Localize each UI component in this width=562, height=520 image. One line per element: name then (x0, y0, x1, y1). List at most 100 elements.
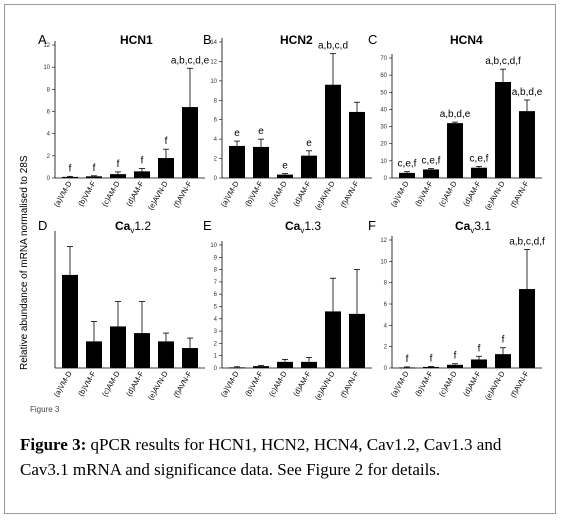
y-tick-label: 10 (43, 65, 50, 71)
category-label: (b)VM-F (76, 369, 98, 398)
y-tick-label: 14 (210, 40, 217, 46)
category-label: (d)AM-F (124, 179, 146, 208)
significance-label: a,b,c,d,f (485, 56, 521, 67)
panel-title: HCN4 (450, 33, 483, 47)
panel-title: Cav1.2 (115, 219, 151, 235)
y-tick-label: 6 (214, 292, 218, 298)
caption-label: Figure 3: (20, 435, 87, 454)
y-tick-label: 6 (47, 110, 51, 116)
bar (277, 361, 293, 368)
y-tick-label: 12 (210, 59, 217, 65)
significance-label: a,b,c,d,e (171, 55, 210, 66)
y-tick-label: 8 (214, 268, 218, 274)
y-axis-label: Relative abundance of mRNA normalised to… (19, 155, 30, 370)
y-tick-label: 50 (380, 90, 387, 96)
y-tick-label: 8 (47, 87, 51, 93)
category-label: (b)VM-F (243, 179, 265, 208)
category-label: (c)AM-D (267, 179, 289, 208)
bar (399, 172, 415, 178)
significance-label: c,e,f (398, 159, 417, 170)
significance-label: f (141, 156, 144, 167)
y-tick-label: 30 (380, 125, 387, 131)
y-tick-label: 10 (210, 79, 217, 85)
panel-letter: F (368, 218, 376, 233)
y-tick-label: 4 (47, 132, 51, 138)
category-label: (f)AVN-F (508, 179, 531, 209)
y-tick-label: 3 (214, 329, 218, 335)
y-tick-label: 7 (214, 280, 218, 286)
bar (423, 366, 439, 368)
panel-title: HCN2 (280, 33, 313, 47)
bar (110, 174, 126, 178)
significance-label: e (282, 161, 288, 172)
category-label: (c)AM-D (100, 179, 122, 208)
category-label: (d)AM-F (461, 369, 483, 398)
y-tick-label: 2 (214, 341, 218, 347)
category-label: (e)AVN-D (483, 369, 507, 402)
bar (134, 333, 150, 368)
bar (277, 174, 293, 178)
y-tick-label: 4 (214, 317, 218, 323)
bar (447, 123, 463, 178)
y-tick-label: 40 (380, 107, 387, 113)
y-tick-label: 4 (384, 323, 388, 329)
y-tick-label: 5 (214, 305, 218, 311)
category-label: (d)AM-F (291, 369, 313, 398)
significance-label: e (234, 128, 240, 139)
significance-label: e (258, 126, 264, 137)
figure-frame (4, 4, 556, 514)
bar (495, 82, 511, 178)
category-label: (b)VM-F (243, 369, 265, 398)
category-label: (b)VM-F (413, 369, 435, 398)
y-tick-label: 0 (47, 176, 51, 182)
bar (158, 158, 174, 178)
category-label: (b)VM-F (76, 179, 98, 208)
bar (62, 176, 78, 178)
y-tick-label: 6 (384, 302, 388, 308)
bar (86, 176, 102, 178)
y-tick-label: 2 (47, 154, 51, 160)
bar (519, 111, 535, 178)
significance-label: f (406, 354, 409, 365)
significance-label: f (478, 343, 481, 354)
bar (423, 169, 439, 178)
bar (182, 107, 198, 178)
bar (229, 145, 245, 178)
y-tick-label: 0 (384, 366, 388, 372)
y-tick-label: 0 (384, 176, 388, 182)
category-label: (f)AVN-F (171, 179, 194, 209)
bar (447, 364, 463, 368)
bar (399, 367, 415, 369)
bar (253, 146, 269, 178)
bar (301, 155, 317, 178)
bar (110, 326, 126, 368)
category-label: (d)AM-F (461, 179, 483, 208)
category-label: (a)VM-D (52, 369, 74, 399)
y-tick-label: 60 (380, 73, 387, 79)
bar (229, 367, 245, 369)
significance-label: f (93, 163, 96, 174)
bar (182, 348, 198, 368)
panel-letter: A (38, 32, 47, 47)
category-label: (c)AM-D (100, 369, 122, 398)
figure-label: Figure 3 (30, 405, 60, 414)
significance-label: f (117, 159, 120, 170)
category-label: (f)AVN-F (338, 369, 361, 399)
category-label: (a)VM-D (219, 369, 241, 399)
y-tick-label: 1 (214, 354, 218, 360)
y-tick-label: 10 (380, 159, 387, 165)
bar (62, 274, 78, 368)
y-tick-label: 12 (380, 238, 387, 244)
y-tick-label: 8 (384, 281, 388, 287)
bar (86, 341, 102, 368)
significance-label: c,e,f (422, 156, 441, 167)
significance-label: f (430, 353, 433, 364)
significance-label: f (165, 136, 168, 147)
significance-label: a,b,d,e (440, 109, 471, 120)
category-label: (c)AM-D (437, 179, 459, 208)
category-label: (c)AM-D (437, 369, 459, 398)
category-label: (f)AVN-F (508, 369, 531, 399)
category-label: (e)AVN-D (313, 179, 337, 212)
caption-text: qPCR results for HCN1, HCN2, HCN4, Cav1.… (20, 435, 502, 479)
bar (471, 359, 487, 368)
